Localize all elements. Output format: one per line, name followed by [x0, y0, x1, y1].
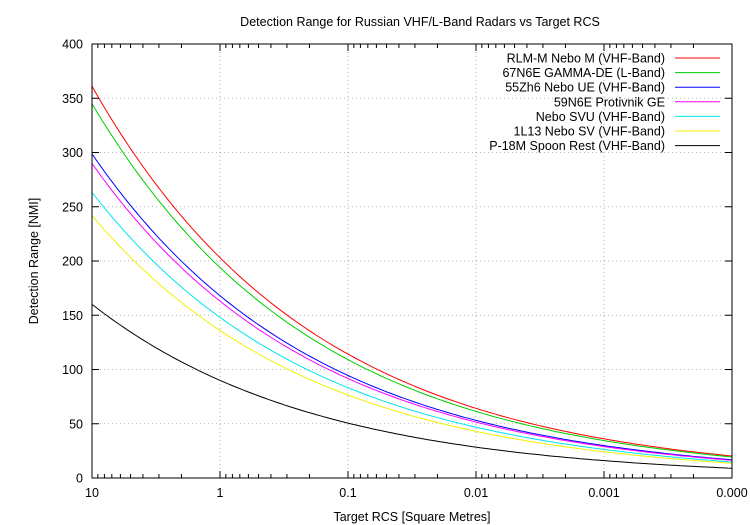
legend-label: 1L13 Nebo SV (VHF-Band) — [514, 125, 665, 139]
y-tick-label: 0 — [76, 472, 83, 486]
series-lines — [91, 86, 733, 469]
series-line — [91, 192, 733, 463]
series-line — [91, 86, 733, 457]
x-tick-label: 0.001 — [588, 486, 619, 500]
legend-label: 55Zh6 Nebo UE (VHF-Band) — [505, 81, 665, 95]
legend-label: RLM-M Nebo M (VHF-Band) — [507, 52, 665, 66]
y-tick-label: 150 — [62, 309, 83, 323]
x-tick-label: 10 — [85, 486, 99, 500]
x-tick-label: 0.000 — [716, 486, 747, 500]
y-tick-label: 350 — [62, 92, 83, 106]
legend-label: P-18M Spoon Rest (VHF-Band) — [489, 139, 665, 153]
legend-label: Nebo SVU (VHF-Band) — [536, 110, 665, 124]
axis-ticks: 0 50 100 150 200 250 300 350 400 10 1 0.1 0.01 0.001 0… — [62, 38, 748, 501]
x-tick-label: 0.1 — [339, 486, 356, 500]
series-line — [91, 103, 733, 458]
x-axis-label: Target RCS [Square Metres] — [333, 510, 490, 524]
legend-label: 67N6E GAMMA-DE (L-Band) — [502, 66, 665, 80]
y-tick-label: 250 — [62, 200, 83, 214]
series-line — [91, 215, 733, 464]
series-line — [91, 153, 733, 461]
y-tick-label: 100 — [62, 363, 83, 377]
series-line — [91, 163, 733, 461]
y-tick-label: 50 — [69, 417, 83, 431]
x-tick-label: 0.01 — [464, 486, 488, 500]
chart-title: Detection Range for Russian VHF/L-Band R… — [240, 15, 600, 29]
y-tick-label: 400 — [62, 38, 83, 52]
legend-label: 59N6E Protivnik GE — [554, 95, 665, 109]
y-axis-label: Detection Range [NMI] — [27, 198, 41, 324]
grid-lines — [92, 44, 732, 478]
y-tick-label: 300 — [62, 146, 83, 160]
x-tick-label: 1 — [217, 486, 224, 500]
legend: RLM-M Nebo M (VHF-Band)67N6E GAMMA-DE (L… — [489, 52, 720, 153]
y-tick-label: 200 — [62, 255, 83, 269]
series-line — [91, 303, 733, 469]
